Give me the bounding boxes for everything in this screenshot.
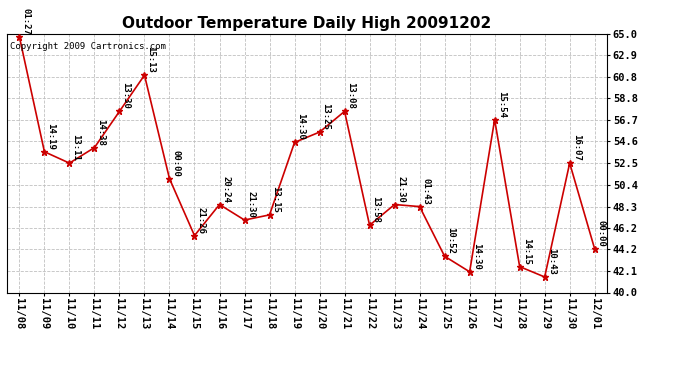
Text: 21:26: 21:26 bbox=[197, 207, 206, 234]
Title: Outdoor Temperature Daily High 20091202: Outdoor Temperature Daily High 20091202 bbox=[122, 16, 492, 31]
Text: 13:08: 13:08 bbox=[346, 82, 355, 109]
Text: 14:30: 14:30 bbox=[297, 114, 306, 140]
Text: 13:58: 13:58 bbox=[372, 196, 381, 223]
Text: 20:24: 20:24 bbox=[221, 176, 230, 202]
Text: 10:52: 10:52 bbox=[446, 227, 455, 254]
Text: 14:19: 14:19 bbox=[46, 123, 55, 150]
Text: 21:30: 21:30 bbox=[246, 191, 255, 218]
Text: 01:43: 01:43 bbox=[422, 178, 431, 204]
Text: 16:07: 16:07 bbox=[572, 134, 581, 161]
Text: Copyright 2009 Cartronics.com: Copyright 2009 Cartronics.com bbox=[10, 42, 166, 51]
Text: 13:15: 13:15 bbox=[272, 186, 281, 213]
Text: 14:15: 14:15 bbox=[522, 238, 531, 264]
Text: 13:25: 13:25 bbox=[322, 103, 331, 130]
Text: 14:38: 14:38 bbox=[97, 118, 106, 146]
Text: 15:54: 15:54 bbox=[497, 91, 506, 118]
Text: 15:13: 15:13 bbox=[146, 46, 155, 73]
Text: 21:30: 21:30 bbox=[397, 176, 406, 202]
Text: 14:30: 14:30 bbox=[472, 243, 481, 270]
Text: 13:11: 13:11 bbox=[72, 134, 81, 161]
Text: 00:00: 00:00 bbox=[172, 150, 181, 177]
Text: 00:00: 00:00 bbox=[597, 220, 606, 247]
Text: 10:43: 10:43 bbox=[546, 248, 555, 275]
Text: 01:27: 01:27 bbox=[21, 8, 30, 35]
Text: 13:30: 13:30 bbox=[121, 82, 130, 109]
